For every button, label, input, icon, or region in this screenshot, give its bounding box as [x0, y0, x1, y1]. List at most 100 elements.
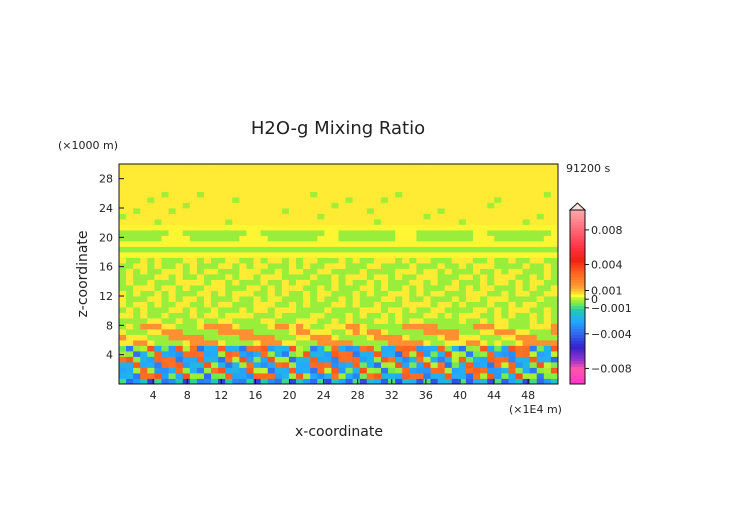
- field-cell: [225, 329, 233, 335]
- field-cell: [203, 307, 212, 313]
- field-cell: [310, 373, 318, 379]
- field-cell: [473, 219, 481, 225]
- field-cell: [373, 268, 382, 275]
- field-cell: [522, 219, 531, 225]
- field-cell: [246, 318, 254, 324]
- colorbar-segment: [570, 375, 585, 379]
- field-cell: [274, 219, 283, 225]
- field-cell: [288, 323, 297, 330]
- colorbar-segment: [570, 328, 585, 333]
- field-cell: [154, 279, 162, 286]
- field-cell: [303, 340, 311, 346]
- field-cell: [288, 202, 297, 209]
- field-cell: [175, 345, 184, 352]
- field-cell: [303, 224, 311, 231]
- field-cell: [338, 263, 346, 269]
- field-cell: [529, 230, 538, 236]
- field-cell: [522, 312, 531, 319]
- field-cell: [380, 230, 389, 236]
- colorbar-segment: [570, 250, 585, 254]
- field-cell: [324, 197, 332, 203]
- colorbar-segment: [570, 302, 585, 307]
- field-cell: [218, 307, 226, 313]
- field-cell: [395, 230, 403, 236]
- field-cell: [416, 307, 424, 313]
- field-cell: [423, 191, 431, 198]
- field-cell: [402, 252, 410, 258]
- field-cell: [296, 373, 304, 379]
- field-cell: [515, 202, 523, 209]
- field-cell: [465, 230, 474, 236]
- field-cell: [225, 356, 233, 363]
- field-cell: [494, 263, 502, 269]
- field-cell: [196, 312, 205, 319]
- field-cell: [203, 274, 212, 280]
- field-cell: [402, 323, 410, 330]
- field-cell: [218, 252, 226, 258]
- field-cell: [388, 164, 396, 170]
- field-cell: [161, 257, 169, 264]
- field-cell: [515, 164, 523, 170]
- field-cell: [239, 191, 247, 198]
- field-cell: [175, 279, 184, 286]
- field-cell: [543, 345, 552, 352]
- field-cell: [239, 263, 247, 269]
- field-cell: [494, 257, 502, 264]
- field-cell: [133, 252, 141, 258]
- field-cell: [480, 296, 488, 302]
- field-cell: [168, 334, 177, 341]
- field-cell: [140, 307, 148, 313]
- field-cell: [288, 164, 297, 170]
- field-cell: [154, 202, 162, 209]
- field-cell: [133, 274, 141, 280]
- field-cell: [388, 279, 396, 286]
- field-cell: [211, 164, 219, 170]
- field-cell: [182, 356, 191, 363]
- field-cell: [225, 164, 233, 170]
- field-cell: [246, 219, 254, 225]
- field-cell: [211, 312, 219, 319]
- field-cell: [536, 224, 545, 231]
- colorbar-segment: [570, 265, 585, 269]
- field-cell: [303, 175, 311, 181]
- field-cell: [140, 202, 148, 209]
- field-cell: [324, 180, 332, 187]
- field-cell: [154, 224, 162, 231]
- field-cell: [317, 175, 325, 181]
- field-cell: [310, 356, 318, 363]
- field-cell: [260, 318, 269, 324]
- field-cell: [465, 219, 474, 225]
- field-cell: [232, 257, 240, 264]
- field-cell: [189, 241, 198, 247]
- field-cell: [196, 367, 205, 374]
- field-cell: [140, 257, 148, 264]
- field-cell: [543, 235, 552, 242]
- field-cell: [317, 290, 325, 297]
- field-cell: [225, 268, 233, 275]
- field-cell: [501, 362, 509, 368]
- field-cell: [543, 268, 552, 275]
- field-cell: [494, 307, 502, 313]
- field-cell: [494, 213, 502, 220]
- field-cell: [218, 362, 226, 368]
- field-cell: [288, 246, 297, 253]
- field-cell: [416, 202, 424, 209]
- field-cell: [373, 197, 382, 203]
- field-cell: [515, 219, 523, 225]
- field-cell: [182, 175, 191, 181]
- field-cell: [380, 351, 389, 357]
- field-cell: [267, 252, 276, 258]
- field-cell: [423, 252, 431, 258]
- field-cell: [175, 235, 184, 242]
- field-cell: [522, 356, 531, 363]
- field-cell: [281, 224, 290, 231]
- field-cell: [352, 301, 361, 308]
- colorbar-segment: [570, 363, 585, 367]
- field-cell: [182, 318, 191, 324]
- field-cell: [522, 367, 531, 374]
- field-cell: [550, 268, 559, 275]
- field-cell: [487, 323, 495, 330]
- field-cell: [423, 186, 431, 192]
- field-cell: [331, 164, 339, 170]
- field-cell: [395, 279, 403, 286]
